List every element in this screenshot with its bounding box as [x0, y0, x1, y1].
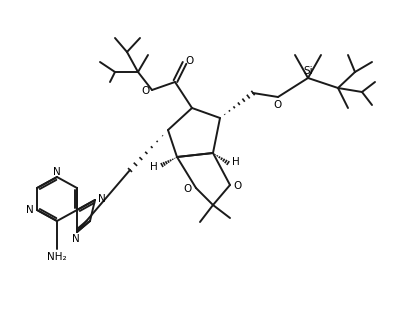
Text: O: O: [234, 181, 242, 191]
Text: N: N: [26, 205, 34, 215]
Text: H: H: [232, 157, 240, 167]
Text: NH₂: NH₂: [47, 252, 67, 262]
Text: O: O: [184, 184, 192, 194]
Text: N: N: [53, 167, 61, 177]
Text: Si: Si: [303, 66, 313, 76]
Text: O: O: [274, 100, 282, 110]
Text: O: O: [186, 56, 194, 66]
Text: N: N: [72, 234, 80, 244]
Text: N: N: [98, 194, 106, 204]
Text: O: O: [142, 86, 150, 96]
Text: H: H: [150, 162, 158, 172]
